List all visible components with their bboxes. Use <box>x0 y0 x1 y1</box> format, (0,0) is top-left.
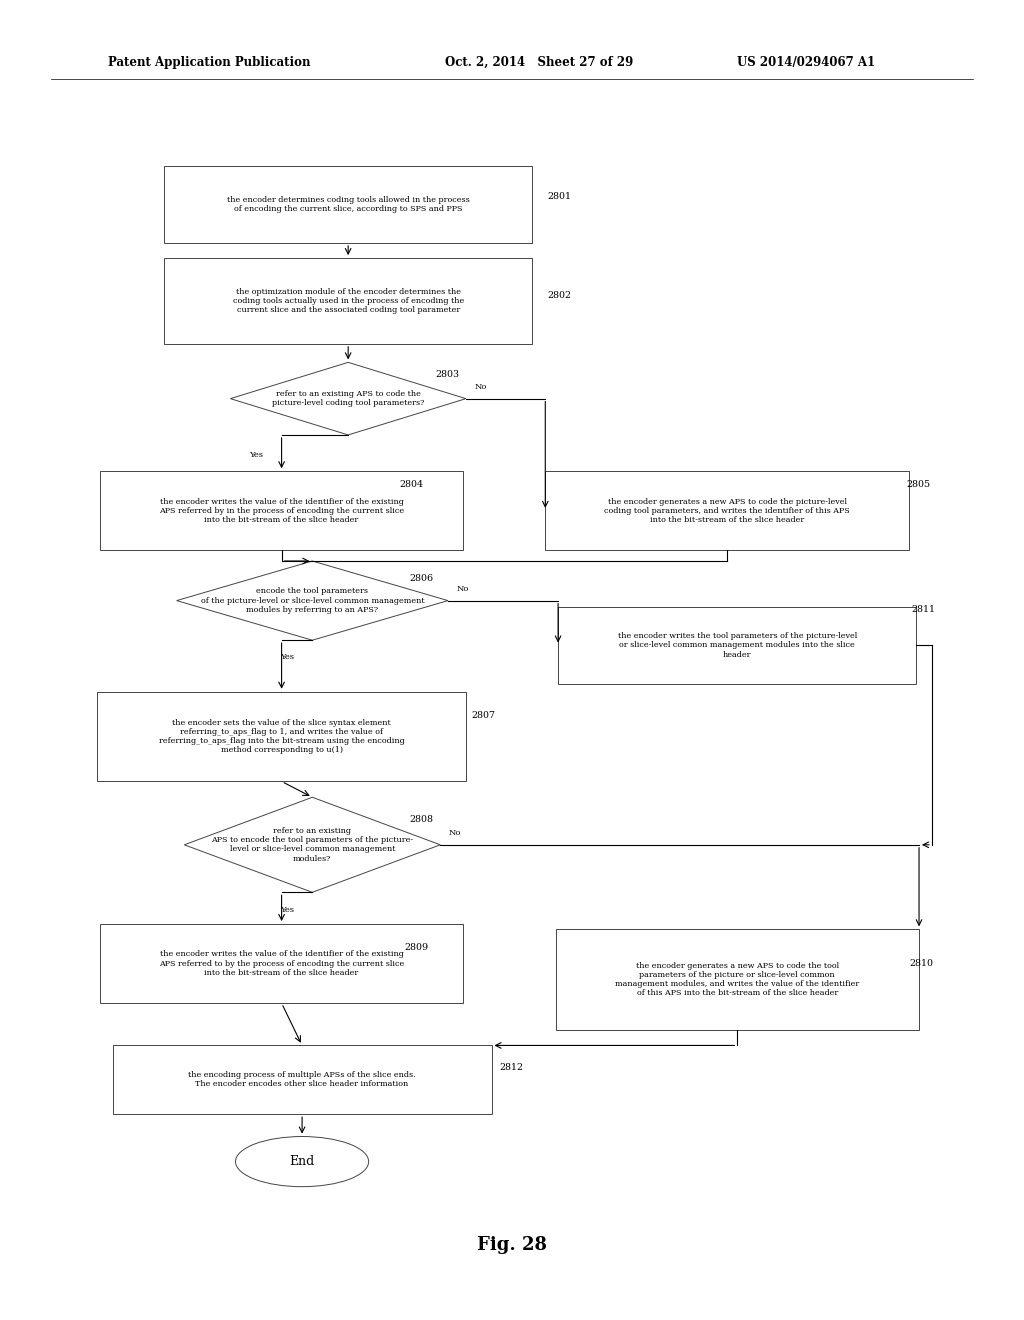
Text: Yes: Yes <box>280 906 294 913</box>
Text: 2806: 2806 <box>410 574 434 582</box>
Text: refer to an existing APS to code the
picture-level coding tool parameters?: refer to an existing APS to code the pic… <box>272 389 424 408</box>
Text: Fig. 28: Fig. 28 <box>477 1236 547 1254</box>
FancyBboxPatch shape <box>558 607 916 684</box>
Text: 2802: 2802 <box>548 292 571 300</box>
Text: encode the tool parameters
of the picture-level or slice-level common management: encode the tool parameters of the pictur… <box>201 587 424 614</box>
Text: End: End <box>290 1155 314 1168</box>
Polygon shape <box>230 363 466 436</box>
Text: the encoder sets the value of the slice syntax element
referring_to_aps_flag to : the encoder sets the value of the slice … <box>159 719 404 754</box>
Text: the encoder writes the value of the identifier of the existing
APS referred to b: the encoder writes the value of the iden… <box>159 950 404 977</box>
Polygon shape <box>184 797 440 892</box>
Text: the optimization module of the encoder determines the
coding tools actually used: the optimization module of the encoder d… <box>232 288 464 314</box>
Text: Patent Application Publication: Patent Application Publication <box>108 55 310 69</box>
Ellipse shape <box>236 1137 369 1187</box>
Text: 2804: 2804 <box>399 480 423 488</box>
FancyBboxPatch shape <box>100 471 463 550</box>
Text: 2809: 2809 <box>404 944 429 952</box>
Text: 2801: 2801 <box>548 193 571 201</box>
Text: the encoder generates a new APS to code the tool
parameters of the picture or sl: the encoder generates a new APS to code … <box>615 962 859 997</box>
Text: 2811: 2811 <box>911 606 935 614</box>
FancyBboxPatch shape <box>164 259 532 343</box>
FancyBboxPatch shape <box>555 929 920 1030</box>
Text: the encoder writes the value of the identifier of the existing
APS referred by i: the encoder writes the value of the iden… <box>159 498 404 524</box>
Text: 2808: 2808 <box>410 816 433 824</box>
Text: Oct. 2, 2014   Sheet 27 of 29: Oct. 2, 2014 Sheet 27 of 29 <box>445 55 634 69</box>
Text: 2803: 2803 <box>435 371 460 379</box>
Text: 2812: 2812 <box>500 1064 523 1072</box>
Text: refer to an existing
APS to encode the tool parameters of the picture-
level or : refer to an existing APS to encode the t… <box>211 828 414 862</box>
FancyBboxPatch shape <box>113 1045 492 1114</box>
Polygon shape <box>176 561 449 640</box>
Text: No: No <box>457 585 469 593</box>
Text: Yes: Yes <box>280 653 294 661</box>
Text: Yes: Yes <box>249 451 263 459</box>
Text: the encoder writes the tool parameters of the picture-level
or slice-level commo: the encoder writes the tool parameters o… <box>617 632 857 659</box>
Text: No: No <box>449 829 461 837</box>
Text: the encoder determines coding tools allowed in the process
of encoding the curre: the encoder determines coding tools allo… <box>226 195 470 214</box>
Text: 2810: 2810 <box>909 960 933 968</box>
FancyBboxPatch shape <box>97 692 466 781</box>
Text: No: No <box>474 383 486 391</box>
Text: the encoder generates a new APS to code the picture-level
coding tool parameters: the encoder generates a new APS to code … <box>604 498 850 524</box>
FancyBboxPatch shape <box>164 166 532 243</box>
Text: 2805: 2805 <box>906 480 931 488</box>
Text: the encoding process of multiple APSs of the slice ends.
The encoder encodes oth: the encoding process of multiple APSs of… <box>188 1071 416 1089</box>
Text: 2807: 2807 <box>471 711 495 719</box>
Text: US 2014/0294067 A1: US 2014/0294067 A1 <box>737 55 876 69</box>
FancyBboxPatch shape <box>100 924 463 1003</box>
FancyBboxPatch shape <box>545 471 909 550</box>
